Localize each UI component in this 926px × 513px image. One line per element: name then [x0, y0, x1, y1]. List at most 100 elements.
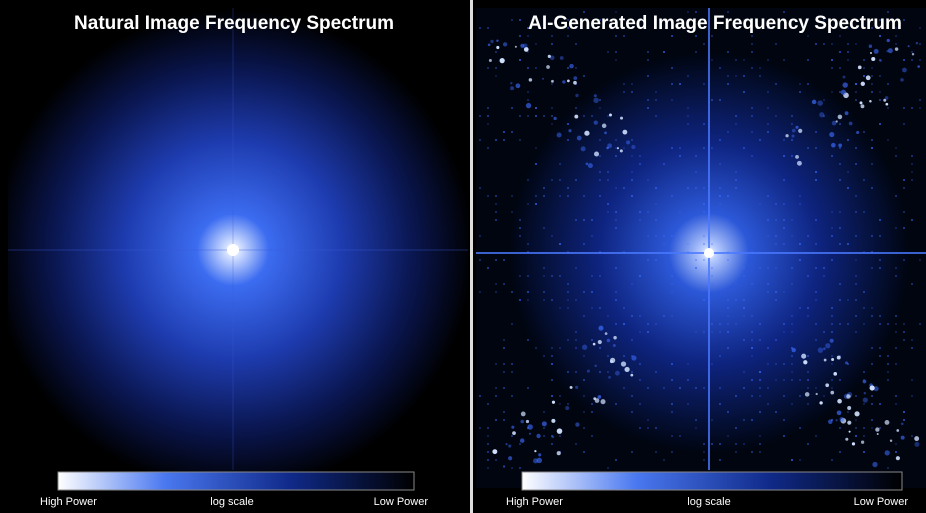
artifact-dot [599, 307, 601, 309]
artifact-dot [527, 203, 529, 205]
artifact-dot [791, 323, 793, 325]
artifact-dot [903, 227, 905, 229]
artifact-dot [825, 383, 829, 387]
artifact-dot [823, 275, 825, 277]
artifact-dot [575, 43, 577, 45]
artifact-dot [917, 65, 920, 68]
artifact-dot [631, 395, 633, 397]
artifact-dot [620, 117, 623, 120]
artifact-dot [870, 52, 872, 54]
artifact-dot [872, 462, 877, 467]
artifact-dot [703, 211, 705, 213]
artifact-dot [839, 51, 841, 53]
artifact-dot [577, 136, 582, 141]
artifact-dot [594, 120, 598, 124]
artifact-dot [679, 211, 681, 213]
artifact-dot [735, 283, 737, 285]
artifact-dot [831, 59, 833, 61]
artifact-dot [855, 195, 857, 197]
artifact-dot [735, 123, 737, 125]
artifact-dot [783, 419, 785, 421]
artifact-dot [610, 358, 615, 363]
artifact-dot [567, 187, 569, 189]
artifact-dot [828, 419, 833, 424]
artifact-dot [903, 331, 905, 333]
artifact-dot [615, 227, 617, 229]
artifact-dot [581, 146, 586, 151]
artifact-dot [783, 227, 785, 229]
artifact-dot [759, 75, 761, 77]
artifact-dot [831, 155, 833, 157]
artifact-dot [615, 59, 617, 61]
artifact-dot [568, 129, 571, 132]
artifact-dot [900, 78, 903, 81]
artifact-dot [825, 343, 830, 348]
artifact-dot [663, 387, 665, 389]
artifact-dot [575, 422, 579, 426]
artifact-dot [551, 80, 554, 83]
artifact-dot [607, 211, 609, 213]
artifact-dot [785, 134, 788, 137]
artifact-dot [703, 43, 705, 45]
artifact-dot [863, 59, 865, 61]
artifact-dot [647, 323, 649, 325]
artifact-dot [751, 115, 753, 117]
artifact-dot [557, 133, 562, 138]
artifact-dot [799, 427, 801, 429]
artifact-dot [911, 435, 913, 437]
artifact-dot [847, 51, 849, 53]
artifact-dot [695, 427, 697, 429]
artifact-dot [575, 67, 577, 69]
artifact-dot [783, 331, 785, 333]
artifact-dot [647, 51, 649, 53]
artifact-dot [855, 83, 857, 85]
artifact-dot [791, 363, 793, 365]
artifact-dot [559, 403, 561, 405]
artifact-dot [831, 331, 833, 333]
artifact-dot [831, 67, 833, 69]
artifact-dot [631, 83, 633, 85]
artifact-dot [767, 235, 769, 237]
artifact-dot [791, 115, 793, 117]
artifact-dot [479, 27, 481, 29]
artifact-dot [879, 59, 882, 62]
artifact-dot [751, 67, 753, 69]
artifact-dot [727, 195, 729, 197]
artifact-dot [727, 131, 729, 133]
artifact-dot [879, 403, 881, 405]
artifact-dot [551, 235, 553, 237]
artifact-dot [735, 451, 737, 453]
artifact-dot [823, 43, 825, 45]
artifact-dot [695, 155, 697, 157]
artifact-dot [799, 395, 801, 397]
artifact-dot [639, 427, 641, 429]
artifact-dot [631, 91, 633, 93]
artifact-dot [911, 171, 913, 173]
artifact-dot [911, 155, 913, 157]
artifact-dot [631, 355, 636, 360]
artifact-dot [511, 371, 513, 373]
artifact-dot [759, 435, 761, 437]
artifact-dot [671, 363, 673, 365]
artifact-dot [543, 299, 545, 301]
artifact-dot [791, 283, 793, 285]
artifact-dot [791, 123, 793, 125]
artifact-dot [567, 67, 569, 69]
artifact-dot [583, 395, 585, 397]
artifact-dot [855, 283, 857, 285]
artifact-dot [663, 459, 665, 461]
artifact-dot [593, 397, 596, 400]
artifact-dot [647, 59, 649, 61]
artifact-dot [903, 123, 905, 125]
divider [470, 0, 473, 513]
artifact-dot [803, 360, 807, 364]
artifact-dot [887, 363, 889, 365]
artifact-dot [546, 65, 550, 69]
artifact-dot [767, 91, 769, 93]
artifact-dot [816, 393, 818, 395]
artifact-dot [655, 427, 657, 429]
artifact-dot [552, 401, 555, 404]
artifact-dot [695, 259, 697, 261]
artifact-dot [775, 363, 777, 365]
artifact-dot [639, 331, 641, 333]
